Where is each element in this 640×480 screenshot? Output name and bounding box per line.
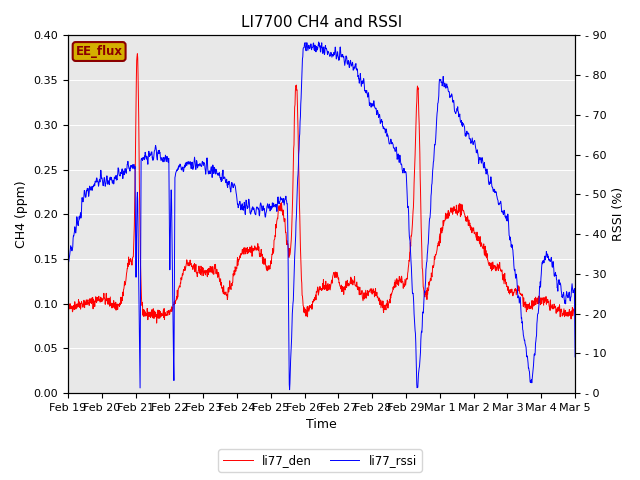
Title: LI7700 CH4 and RSSI: LI7700 CH4 and RSSI <box>241 15 402 30</box>
li77_den <box>572 310 579 316</box>
Line: li77_rssi: li77_rssi <box>68 42 575 390</box>
li77_rssi <box>315 39 323 45</box>
li77_den <box>153 320 161 326</box>
li77_rssi <box>285 387 293 393</box>
li77_den <box>64 305 72 311</box>
Line: li77_den: li77_den <box>68 54 575 323</box>
li77_rssi <box>290 276 298 282</box>
li77_rssi <box>353 66 361 72</box>
li77_den <box>291 118 298 123</box>
li77_den <box>134 51 141 57</box>
li77_rssi <box>104 174 111 180</box>
Y-axis label: CH4 (ppm): CH4 (ppm) <box>15 180 28 248</box>
X-axis label: Time: Time <box>306 419 337 432</box>
Y-axis label: RSSI (%): RSSI (%) <box>612 187 625 241</box>
li77_rssi <box>64 257 72 263</box>
li77_den <box>104 298 111 304</box>
li77_den <box>353 285 361 291</box>
Text: EE_flux: EE_flux <box>76 45 123 58</box>
Legend: li77_den, li77_rssi: li77_den, li77_rssi <box>218 449 422 472</box>
li77_den <box>280 216 288 222</box>
li77_den <box>300 303 307 309</box>
li77_den <box>124 260 132 266</box>
li77_rssi <box>300 46 307 52</box>
li77_rssi <box>572 354 579 360</box>
li77_rssi <box>124 158 132 164</box>
li77_rssi <box>279 195 287 201</box>
